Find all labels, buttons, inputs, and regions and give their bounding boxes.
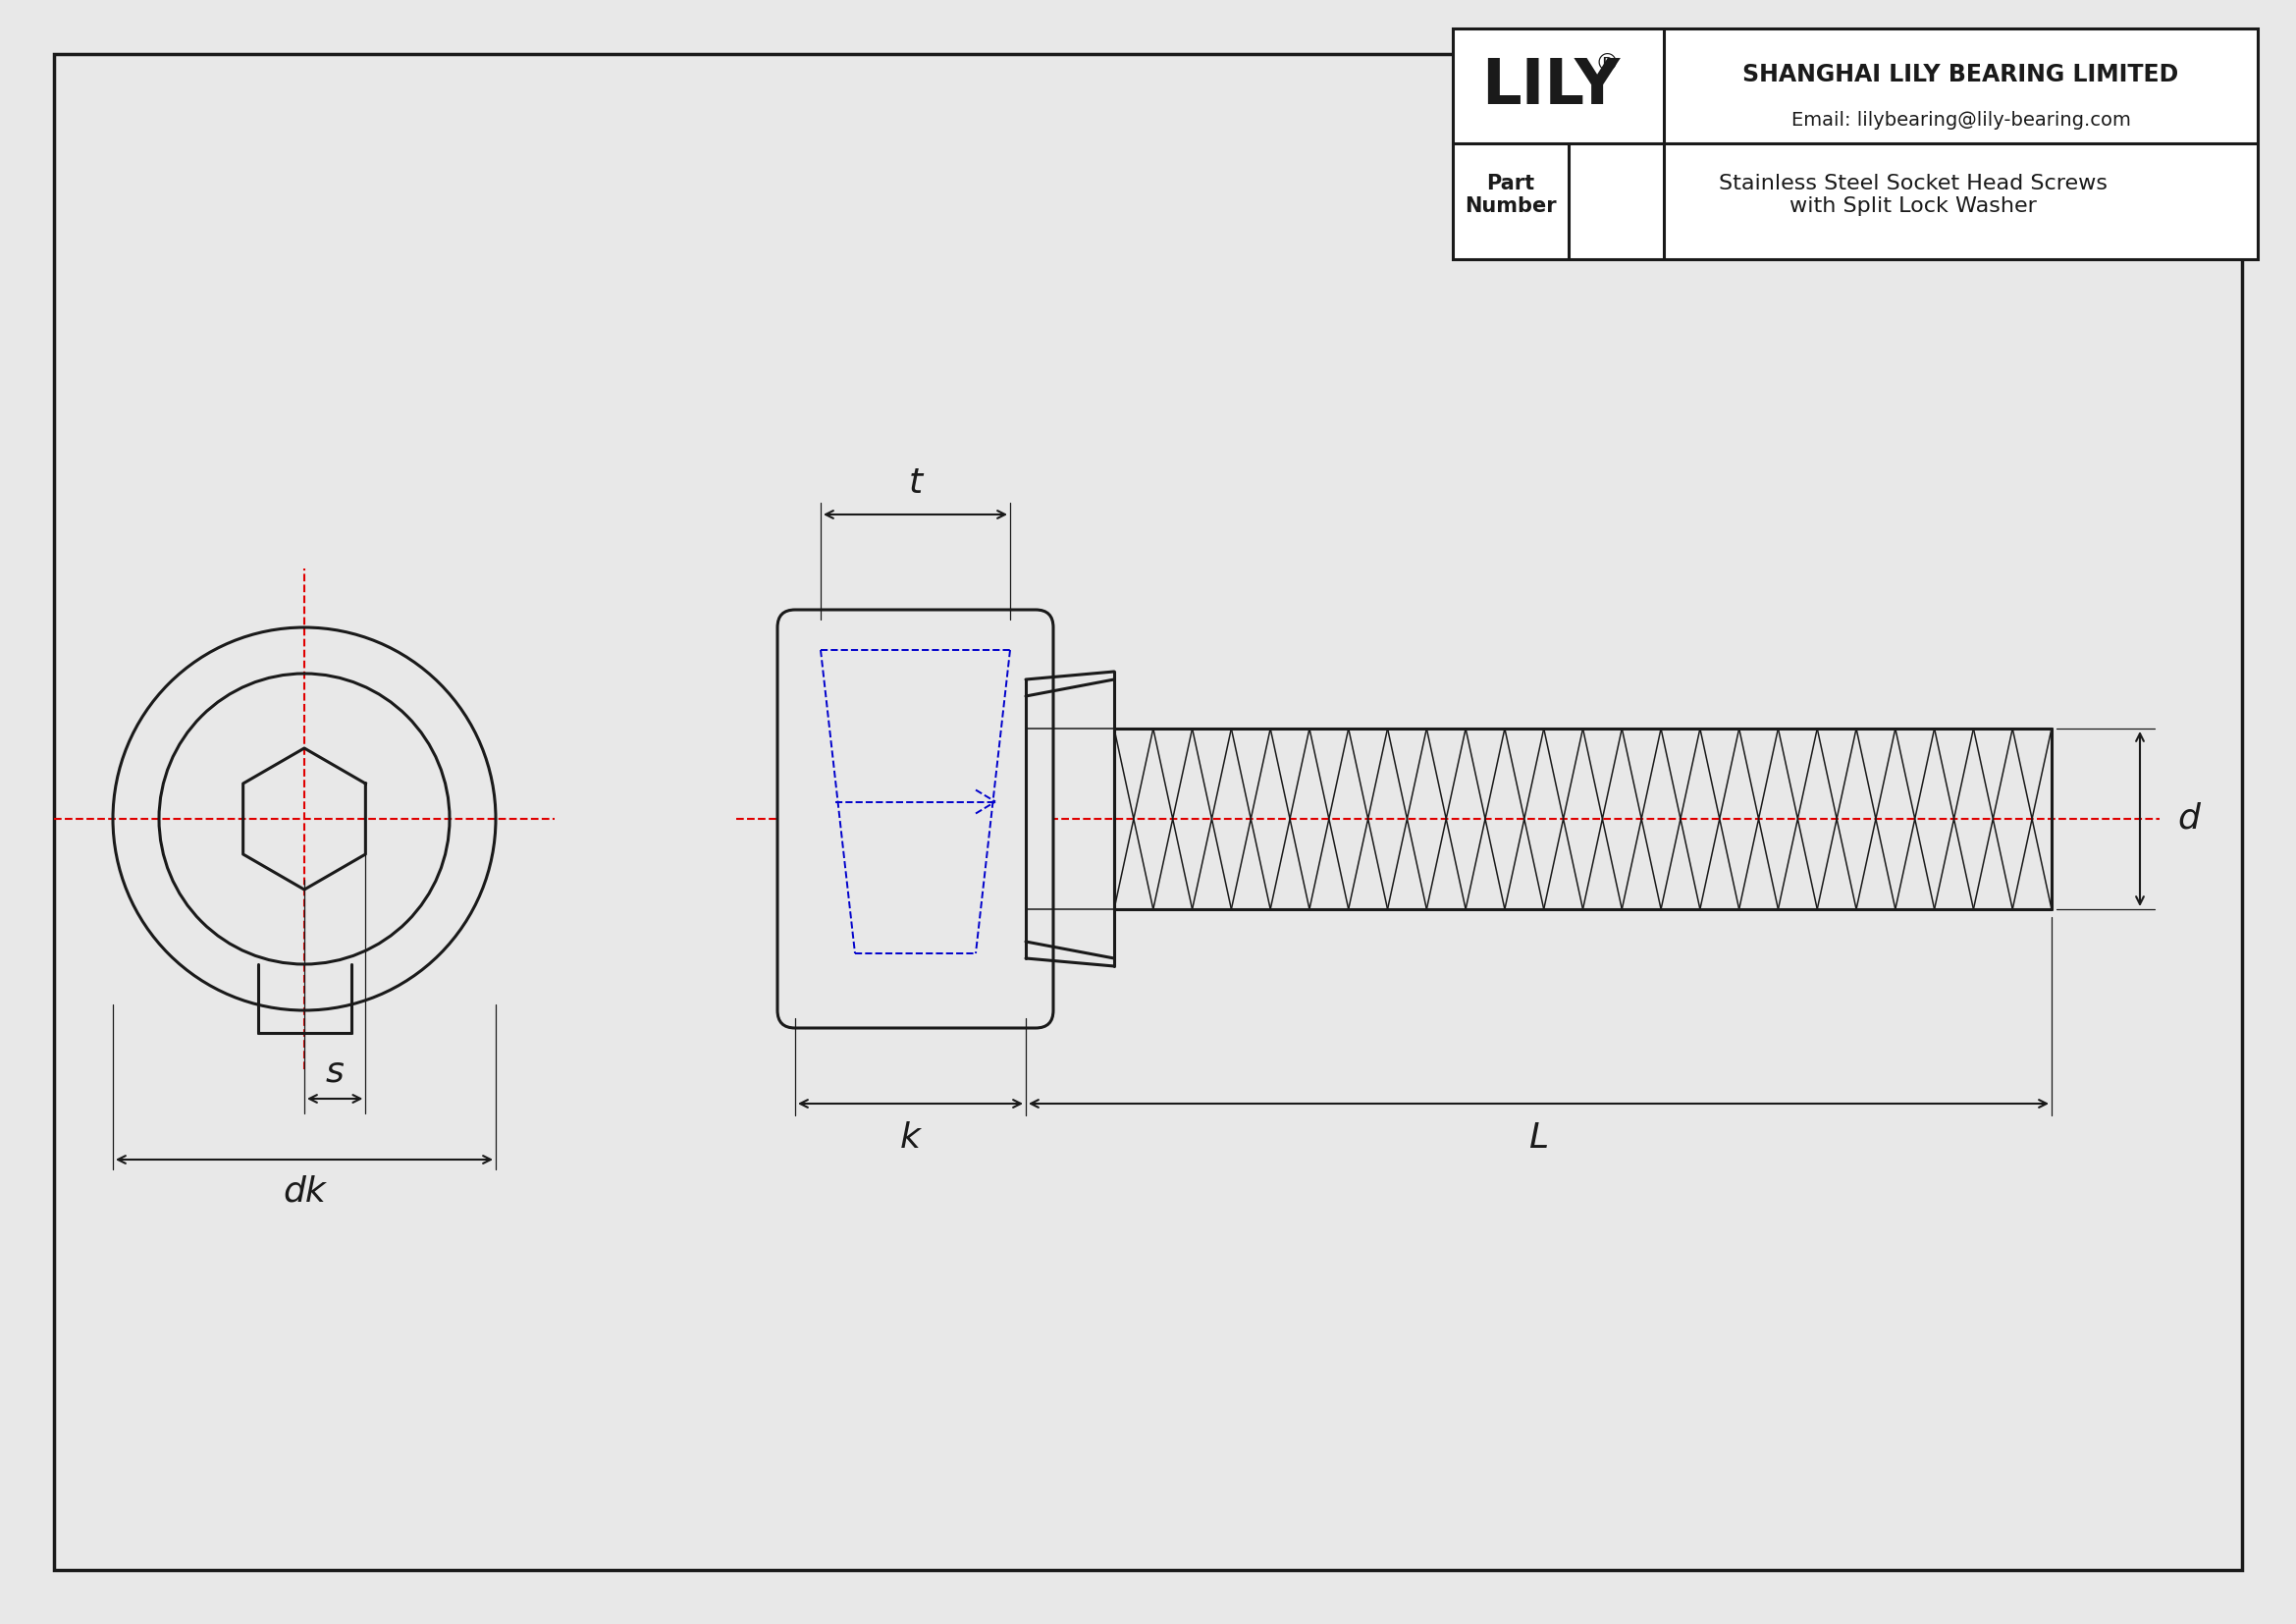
Text: ®: ® [1596,52,1619,76]
Text: L: L [1529,1121,1548,1155]
Text: k: k [900,1121,921,1155]
Text: s: s [326,1054,344,1088]
Text: SHANGHAI LILY BEARING LIMITED: SHANGHAI LILY BEARING LIMITED [1743,63,2179,86]
FancyBboxPatch shape [778,609,1054,1028]
Text: Email: lilybearing@lily-bearing.com: Email: lilybearing@lily-bearing.com [1791,112,2131,130]
Bar [1453,29,2257,260]
Text: d: d [2177,802,2200,836]
Text: dk: dk [282,1174,326,1208]
Text: Stainless Steel Socket Head Screws
with Split Lock Washer: Stainless Steel Socket Head Screws with … [1720,174,2108,216]
Text: t: t [909,466,923,500]
Text: Part
Number: Part Number [1465,174,1557,216]
Text: LILY: LILY [1481,55,1619,117]
